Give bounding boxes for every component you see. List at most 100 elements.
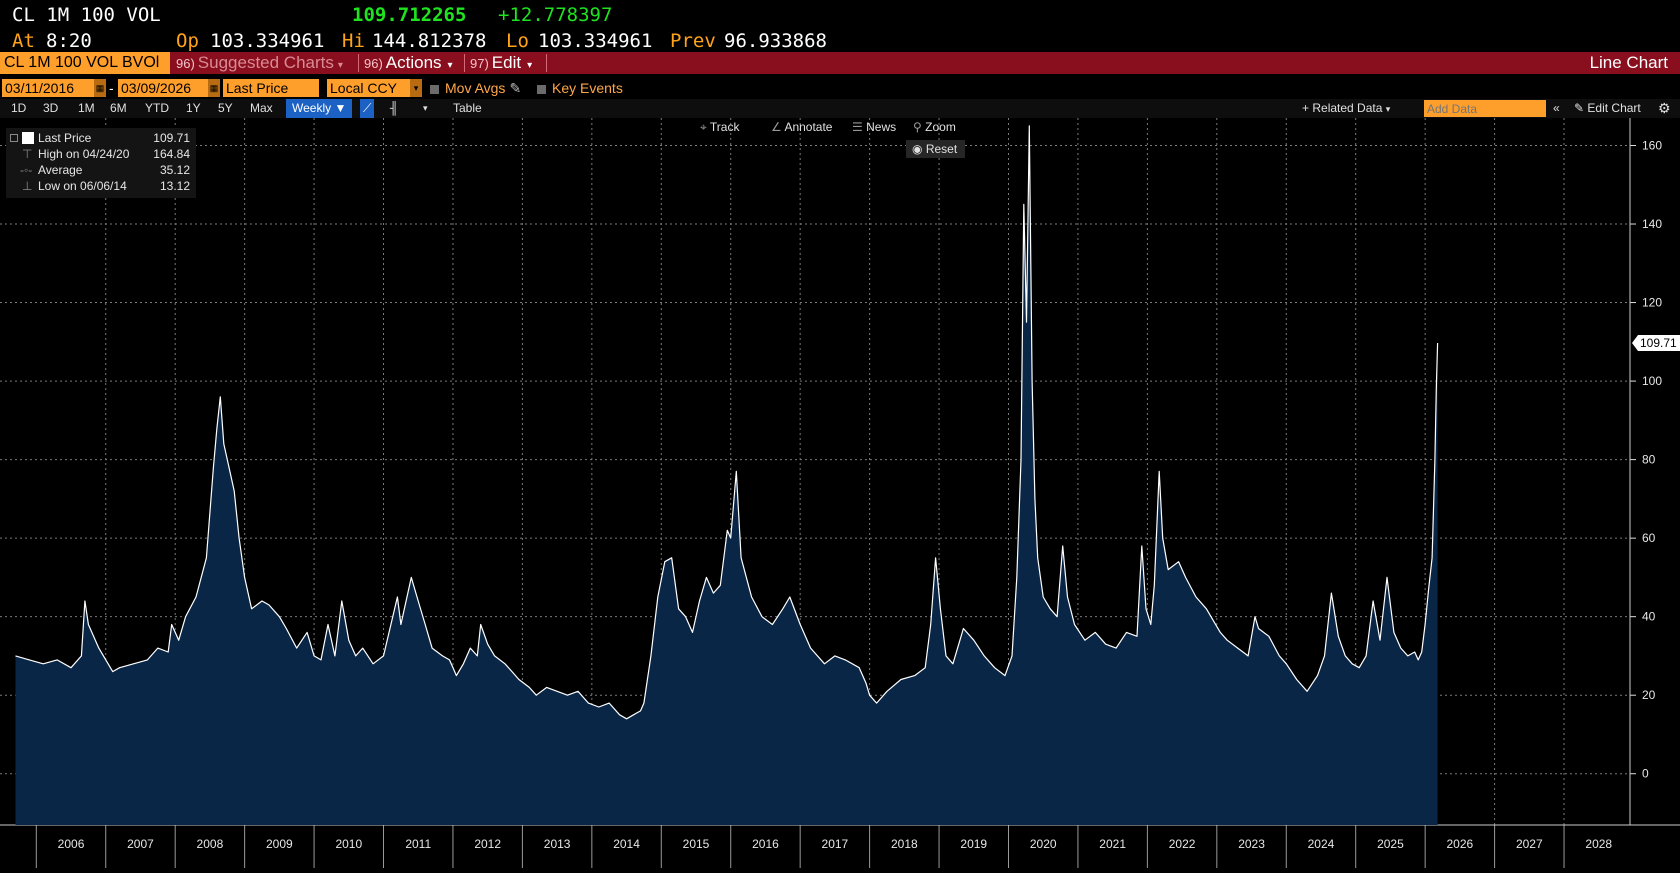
period-max[interactable]: Max: [250, 101, 273, 115]
security-field[interactable]: CL 1M 100 VOL BVOl: [0, 52, 170, 74]
y-tick-label: 80: [1642, 453, 1656, 467]
period-1m[interactable]: 1M: [78, 101, 95, 115]
key-events-label: Key Events: [552, 80, 623, 96]
x-tick-label: 2028: [1585, 837, 1612, 851]
chevron-down-icon[interactable]: ▾: [423, 103, 428, 113]
line-chart[interactable]: 0 20 40 60 80 100 120 140 160 2006 2007 2008 2009 201…: [0, 118, 1680, 868]
chart-area[interactable]: 0 20 40 60 80 100 120 140 160 2006 2007 2008 2009 201…: [0, 118, 1680, 868]
calendar-icon[interactable]: ▦: [208, 79, 220, 97]
checkbox-icon[interactable]: [430, 84, 439, 94]
quote-stats: At 8:20 Op 103.334961 Hi 144.812378 Lo 1…: [0, 30, 1680, 52]
chevron-down-icon: ▾: [337, 60, 343, 71]
zoom-tool[interactable]: ⚲ Zoom: [913, 118, 956, 136]
edit-button[interactable]: 97) Edit ▾: [470, 52, 546, 74]
date-separator: -: [109, 80, 114, 96]
track-tool[interactable]: ⌖ Track: [700, 118, 739, 136]
edit-chart-button[interactable]: ✎ Edit Chart: [1574, 99, 1641, 118]
news-tool[interactable]: ☰ News: [852, 118, 896, 136]
quote-header: CL 1M 100 VOL 109.712265 +12.778397: [0, 0, 1680, 30]
chart-controls-row: 03/11/2016 ▦ - 03/09/2026 ▦ Last Price L…: [0, 79, 1680, 98]
annotate-label: Annotate: [784, 120, 833, 134]
x-tick-label: 2026: [1447, 837, 1474, 851]
y-tick-label: 20: [1642, 688, 1656, 702]
suggested-charts-button[interactable]: 96) Suggested Charts ▾: [176, 52, 354, 74]
legend-value: 35.12: [159, 163, 190, 177]
suggested-label: Suggested Charts: [197, 53, 334, 72]
field-select[interactable]: Last Price: [223, 79, 319, 97]
x-tick-label: 2025: [1377, 837, 1404, 851]
mov-avgs-toggle[interactable]: Mov Avgs ✎: [430, 79, 521, 97]
annotate-tool[interactable]: ∠ Annotate: [771, 118, 832, 136]
period-5y[interactable]: 5Y: [218, 101, 233, 115]
x-tick-label: 2011: [405, 837, 431, 851]
pencil-icon: ✎: [1574, 101, 1585, 115]
chevron-down-icon: ▾: [410, 79, 422, 97]
legend-value: 13.12: [159, 179, 190, 193]
x-tick-label: 2024: [1308, 837, 1335, 851]
last-value-tag: [1632, 334, 1680, 351]
y-tick-label: 140: [1642, 217, 1662, 231]
add-data-input[interactable]: [1424, 100, 1546, 117]
period-1y[interactable]: 1Y: [186, 101, 201, 115]
calendar-icon[interactable]: ▦: [94, 79, 106, 97]
chart-legend: Last Price 109.71 ⊤ High on 04/24/20 164…: [6, 128, 196, 198]
average-marker-icon: -◦-: [20, 163, 33, 177]
collapse-icon[interactable]: «: [1553, 101, 1560, 115]
last-price-value: 109.712265: [352, 4, 467, 26]
reset-button[interactable]: ◉ Reset: [906, 140, 966, 158]
y-tick-label: 120: [1642, 296, 1662, 310]
plus-icon: +: [1302, 101, 1310, 115]
zoom-label: Zoom: [925, 120, 956, 134]
high-marker-icon: ⊤: [22, 147, 33, 161]
open-value: 103.334961: [210, 30, 325, 52]
period-3d[interactable]: 3D: [43, 101, 59, 115]
period-ytd[interactable]: YTD: [145, 101, 169, 115]
checkbox-icon[interactable]: [537, 84, 546, 94]
chevron-down-icon: ▾: [527, 60, 533, 71]
currency-select[interactable]: Local CCY ▾: [327, 79, 422, 97]
chevron-down-icon: ▾: [1385, 104, 1391, 114]
actions-button[interactable]: 96) Actions ▾: [364, 52, 464, 74]
x-tick-label: 2027: [1516, 837, 1543, 851]
at-label: At: [12, 30, 35, 52]
legend-name: Average: [38, 163, 83, 177]
related-data-label: Related Data: [1312, 101, 1383, 115]
ticker-label: CL 1M 100 VOL: [12, 4, 161, 26]
search-icon: ⚲: [913, 120, 922, 134]
x-tick-label: 2007: [127, 837, 154, 851]
frequency-value: Weekly: [292, 101, 332, 115]
pencil-icon[interactable]: ✎: [509, 80, 522, 96]
period-6m[interactable]: 6M: [110, 101, 127, 115]
series-line: [15, 125, 1439, 720]
collapse-icon[interactable]: [10, 134, 18, 142]
x-tick-label: 2017: [822, 837, 849, 851]
related-data-button[interactable]: + Related Data ▾: [1302, 99, 1390, 118]
divider: [546, 54, 547, 72]
key-events-toggle[interactable]: Key Events: [537, 79, 623, 97]
period-toolbar: 1D 3D 1M 6M YTD 1Y 5Y Max Weekly ▼ ⟋ ╢ ▾…: [0, 99, 1680, 118]
x-tick-label: 2014: [613, 837, 640, 851]
legend-value: 109.71: [153, 131, 190, 145]
field-select-value: Last Price: [226, 80, 289, 96]
legend-low: ⊥ Low on 06/06/14 13.12: [6, 178, 196, 194]
start-date-field[interactable]: 03/11/2016 ▦: [2, 79, 106, 97]
frequency-select[interactable]: Weekly ▼: [286, 99, 353, 118]
y-tick-label: 100: [1642, 374, 1662, 388]
end-date-field[interactable]: 03/09/2026 ▦: [118, 79, 220, 97]
x-tick-label: 2021: [1099, 837, 1126, 851]
bar-chart-icon[interactable]: ╢: [390, 101, 399, 115]
series-area: [15, 125, 1438, 825]
x-tick-label: 2010: [335, 837, 362, 851]
reset-label: Reset: [925, 142, 958, 156]
gear-icon[interactable]: ⚙: [1658, 100, 1671, 116]
y-tick-label: 60: [1642, 531, 1656, 545]
line-chart-icon[interactable]: ⟋: [360, 99, 375, 118]
mov-avgs-label: Mov Avgs: [445, 80, 506, 96]
table-button[interactable]: Table: [453, 101, 482, 115]
function-toolbar: CL 1M 100 VOL BVOl 96) Suggested Charts ▾ …: [0, 52, 1680, 74]
y-tick-label: 0: [1642, 767, 1649, 781]
x-tick-label: 2009: [266, 837, 293, 851]
period-1d[interactable]: 1D: [11, 101, 27, 115]
legend-last-price[interactable]: Last Price 109.71: [6, 130, 196, 146]
divider: [464, 54, 465, 72]
